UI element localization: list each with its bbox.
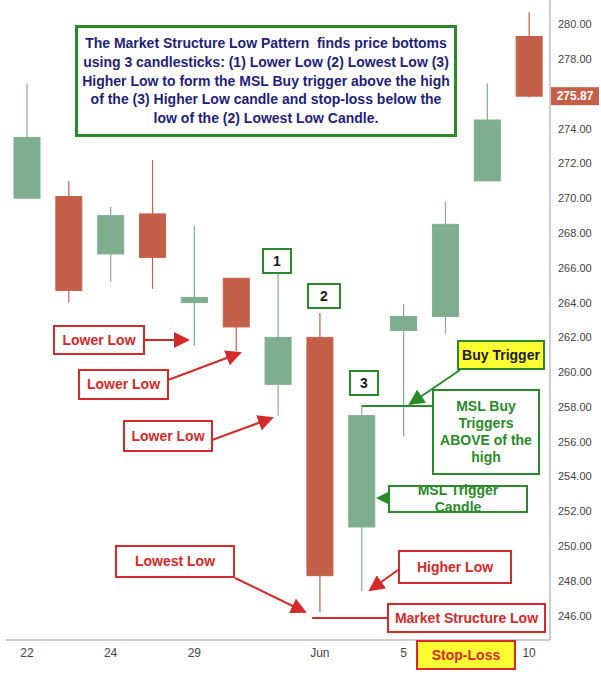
svg-text:24: 24 [104,646,118,660]
svg-text:252.00: 252.00 [558,505,592,517]
html-text:Lower Low: Lower Low [86,376,161,393]
svg-text:250.00: 250.00 [558,540,592,552]
html-text:Higher Low: Higher Low [416,558,494,575]
svg-text:22: 22 [20,646,34,660]
svg-text:248.00: 248.00 [558,575,592,587]
svg-text:29: 29 [188,646,202,660]
svg-text:246.00: 246.00 [558,610,592,622]
html-text:MSL Trigger Candle: MSL Trigger Candle [417,482,503,515]
svg-text:264.00: 264.00 [558,297,592,309]
svg-text:272.00: 272.00 [558,157,592,169]
svg-text:258.00: 258.00 [558,401,592,413]
html-text:The Market Structure Low Patte: The Market Structure Low Pattern finds p… [82,34,454,127]
html-text:Lower Low: Lower Low [131,427,205,444]
svg-text:266.00: 266.00 [558,262,592,274]
html-text:Market Structure Low: Market Structure Low [394,609,539,626]
svg-text:275.87: 275.87 [557,89,593,103]
svg-text:5: 5 [400,646,407,660]
svg-text:278.00: 278.00 [558,53,592,65]
svg-text:274.00: 274.00 [558,123,592,135]
svg-text:260.00: 260.00 [558,366,592,378]
html-text:Buy Trigger: Buy Trigger [462,346,540,363]
html-text:2: 2 [320,287,328,304]
svg-text:254.00: 254.00 [558,470,592,482]
html-text:Stop-Loss: Stop-Loss [431,646,501,663]
svg-text:262.00: 262.00 [558,331,592,343]
html-text:Lower Low: Lower Low [62,331,136,348]
svg-text:270.00: 270.00 [558,192,592,204]
svg-text:Jun: Jun [310,646,329,660]
svg-text:10: 10 [522,646,536,660]
html-text:1: 1 [273,252,281,269]
html-text:3: 3 [360,374,368,391]
svg-text:256.00: 256.00 [558,436,592,448]
svg-text:280.00: 280.00 [558,18,592,30]
html-text:Lowest Low: Lowest Low [134,553,216,570]
svg-text:268.00: 268.00 [558,227,592,239]
html-text:MSL Buy Triggers ABOVE of the: MSL Buy Triggers ABOVE of the high [440,398,536,465]
